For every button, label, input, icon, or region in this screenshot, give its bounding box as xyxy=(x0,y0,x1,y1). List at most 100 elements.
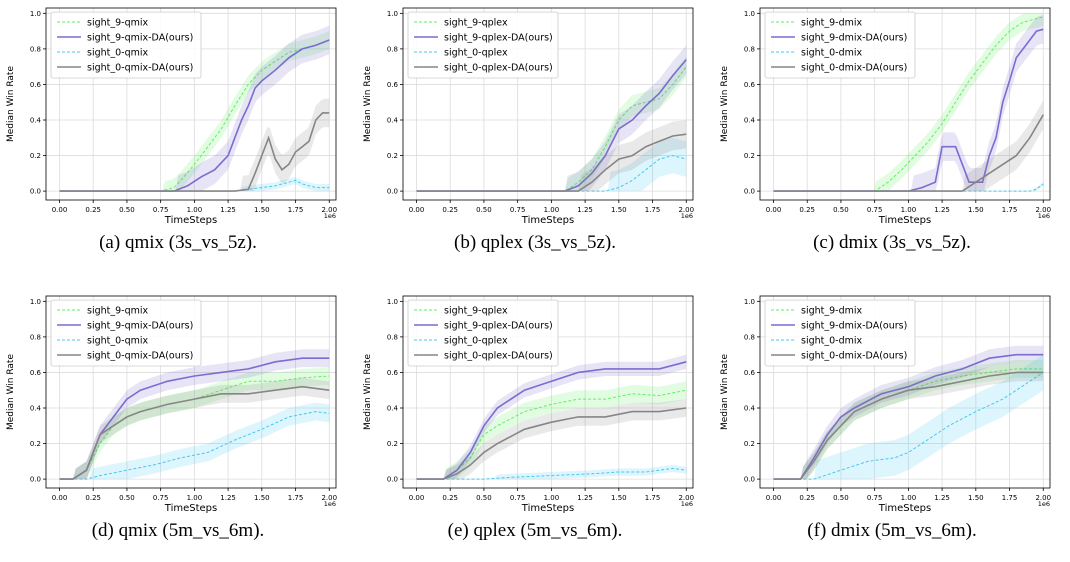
x-tick-label: 0.75 xyxy=(867,494,883,502)
y-tick-label: 0.2 xyxy=(744,440,755,448)
x-tick-label: 1.75 xyxy=(288,206,304,214)
y-tick-label: 1.0 xyxy=(387,10,398,18)
x-tick-label: 2.00 xyxy=(321,494,337,502)
plot-frame xyxy=(402,295,694,489)
x-tick-label: 1.50 xyxy=(254,206,270,214)
x-multiplier-label: 1e6 xyxy=(1038,212,1050,220)
y-tick-label: 0.4 xyxy=(387,405,399,413)
legend-label: sight_0-qmix-DA(ours) xyxy=(87,351,193,362)
series-band xyxy=(59,25,330,192)
x-tick-label: 0.00 xyxy=(766,206,782,214)
series-line xyxy=(416,59,687,192)
x-axis-label: TimeSteps xyxy=(878,215,931,226)
x-tick-label: 1.75 xyxy=(645,494,661,502)
legend-label: sight_0-qplex xyxy=(444,336,508,347)
legend-label: sight_9-dmix-DA(ours) xyxy=(801,33,907,44)
x-tick-label: 0.00 xyxy=(409,494,425,502)
x-tick-label: 1.25 xyxy=(934,494,950,502)
x-tick-label: 0.75 xyxy=(510,206,526,214)
x-tick-label: 1.75 xyxy=(1002,494,1018,502)
x-tick-label: 1.25 xyxy=(577,206,593,214)
x-multiplier-label: 1e6 xyxy=(324,500,336,508)
x-tick-label: 1.00 xyxy=(187,494,203,502)
chart-panel: 0.00 0.25 0.50 0.75 1.00 1.25 1.50 1.75 2.00 0.0 0… xyxy=(714,288,1070,562)
series-band xyxy=(773,363,1044,480)
y-tick-label: 0.8 xyxy=(744,45,755,53)
legend-box xyxy=(50,11,202,79)
y-axis-label: Median Win Rate xyxy=(363,354,373,430)
x-tick-label: 2.00 xyxy=(1035,206,1051,214)
x-tick-label: 1.25 xyxy=(934,206,950,214)
series-band xyxy=(773,100,1044,192)
x-tick-label: 0.00 xyxy=(52,206,68,214)
x-tick-label: 1.50 xyxy=(254,494,270,502)
x-axis-label: TimeSteps xyxy=(521,503,574,514)
series-line xyxy=(416,155,687,192)
y-tick-label: 1.0 xyxy=(30,10,41,18)
series-line xyxy=(416,467,687,480)
series-line xyxy=(773,16,1044,192)
chart-svg: 0.00 0.25 0.50 0.75 1.00 1.25 1.50 1.75 2.00 0.0 0… xyxy=(6,295,337,514)
y-tick-label: 0.2 xyxy=(744,152,755,160)
y-axis-label: Median Win Rate xyxy=(363,66,373,142)
series-line xyxy=(59,39,330,192)
x-tick-label: 0.50 xyxy=(833,206,849,214)
chart-panel: 0.00 0.25 0.50 0.75 1.00 1.25 1.50 1.75 2.00 0.0 0… xyxy=(357,0,713,274)
x-tick-label: 0.50 xyxy=(119,206,135,214)
x-axis-label: TimeSteps xyxy=(164,503,217,514)
y-tick-label: 1.0 xyxy=(744,10,755,18)
x-tick-label: 1.25 xyxy=(577,494,593,502)
series-band xyxy=(416,399,687,480)
legend-box xyxy=(764,299,916,367)
figure-caption: (d) qmix (5m_vs_6m). xyxy=(91,520,265,541)
y-tick-label: 0.4 xyxy=(30,117,42,125)
x-tick-label: 0.25 xyxy=(799,494,815,502)
x-tick-label: 0.75 xyxy=(510,494,526,502)
chart-svg: 0.00 0.25 0.50 0.75 1.00 1.25 1.50 1.75 2.00 0.0 0… xyxy=(363,7,694,226)
y-tick-label: 0.8 xyxy=(387,333,398,341)
x-tick-label: 1.50 xyxy=(611,494,627,502)
x-axis-label: TimeSteps xyxy=(164,215,217,226)
chart-svg: 0.00 0.25 0.50 0.75 1.00 1.25 1.50 1.75 2.00 0.0 0… xyxy=(6,7,337,226)
legend-label: sight_0-qplex-DA(ours) xyxy=(444,351,553,362)
legend-label: sight_0-qplex-DA(ours) xyxy=(444,63,553,74)
x-tick-label: 0.25 xyxy=(85,494,101,502)
chart-svg: 0.00 0.25 0.50 0.75 1.00 1.25 1.50 1.75 2.00 0.0 0… xyxy=(720,7,1051,226)
chart-panel: 0.00 0.25 0.50 0.75 1.00 1.25 1.50 1.75 2.00 0.0 0… xyxy=(714,0,1070,274)
x-multiplier-label: 1e6 xyxy=(324,212,336,220)
figure-caption: (e) qplex (5m_vs_6m). xyxy=(447,520,623,541)
series-line xyxy=(416,133,687,192)
x-multiplier-label: 1e6 xyxy=(681,500,693,508)
x-tick-label: 1.25 xyxy=(220,494,236,502)
plot-frame xyxy=(759,7,1051,201)
figure-caption: (b) qplex (3s_vs_5z). xyxy=(454,232,616,253)
y-tick-label: 0.6 xyxy=(30,369,42,377)
legend-label: sight_9-qmix xyxy=(87,306,149,317)
series-line xyxy=(773,353,1044,480)
x-tick-label: 0.25 xyxy=(442,206,458,214)
plot-frame xyxy=(45,295,337,489)
legend-label: sight_9-qmix xyxy=(87,18,149,29)
x-tick-label: 1.50 xyxy=(968,494,984,502)
legend-label: sight_9-dmix xyxy=(801,18,863,29)
y-tick-label: 0.2 xyxy=(387,440,398,448)
x-multiplier-label: 1e6 xyxy=(681,212,693,220)
y-tick-label: 0.6 xyxy=(744,81,756,89)
y-tick-label: 1.0 xyxy=(30,298,41,306)
y-tick-label: 0.4 xyxy=(744,117,756,125)
series-band xyxy=(773,354,1044,480)
series-line xyxy=(773,28,1044,192)
y-tick-label: 0.6 xyxy=(387,81,399,89)
x-tick-label: 1.75 xyxy=(288,494,304,502)
y-tick-label: 0.8 xyxy=(744,333,755,341)
legend-label: sight_9-qplex xyxy=(444,306,508,317)
legend-label: sight_0-dmix xyxy=(801,336,863,347)
y-axis-label: Median Win Rate xyxy=(6,354,16,430)
series-line xyxy=(773,371,1044,480)
legend-label: sight_0-dmix-DA(ours) xyxy=(801,351,907,362)
plot-frame xyxy=(759,295,1051,489)
x-tick-label: 1.75 xyxy=(1002,206,1018,214)
x-tick-label: 1.00 xyxy=(901,494,917,502)
series-band xyxy=(416,137,687,192)
series-band xyxy=(59,31,330,192)
